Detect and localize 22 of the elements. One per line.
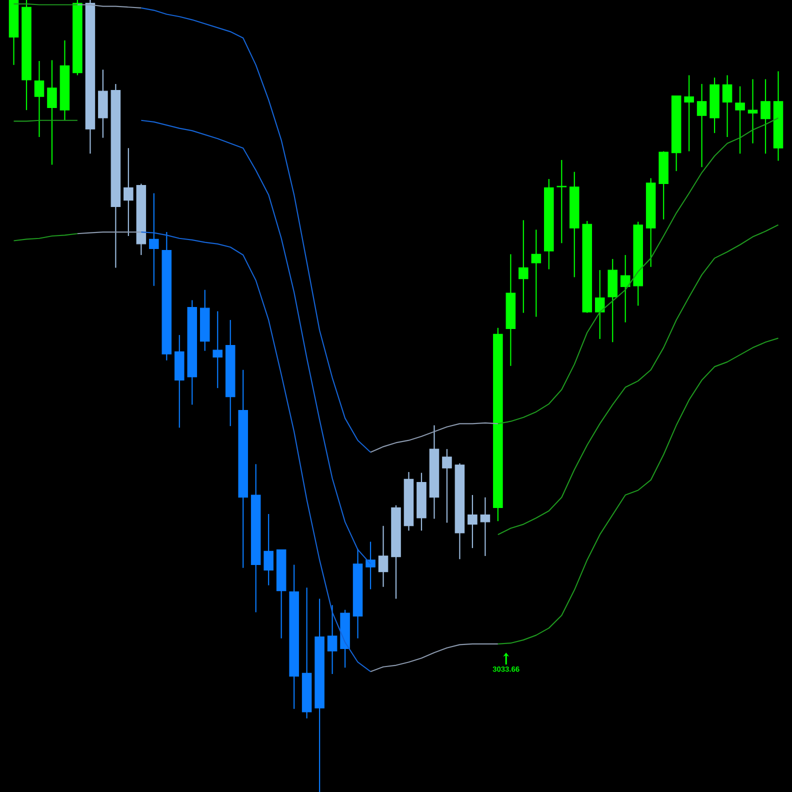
candlestick	[34, 60, 44, 138]
candlestick	[722, 74, 732, 138]
candlestick	[594, 270, 605, 340]
candlestick	[518, 220, 528, 314]
candlestick	[760, 78, 770, 154]
candlestick	[684, 74, 694, 152]
candlestick	[468, 494, 478, 549]
candlestick	[531, 229, 542, 318]
candlestick	[442, 448, 452, 524]
candlestick	[696, 83, 707, 168]
candlestick	[264, 513, 274, 586]
candlestick	[620, 254, 630, 323]
candlestick	[735, 86, 745, 154]
candlestick	[480, 496, 490, 557]
candlestick	[124, 148, 134, 237]
candlestick	[378, 525, 388, 588]
candlestick	[212, 310, 223, 389]
candlestick	[366, 541, 376, 590]
candlestick	[47, 60, 57, 166]
candlestick	[327, 604, 338, 675]
candlestick	[748, 78, 758, 144]
candlestick	[149, 192, 159, 286]
